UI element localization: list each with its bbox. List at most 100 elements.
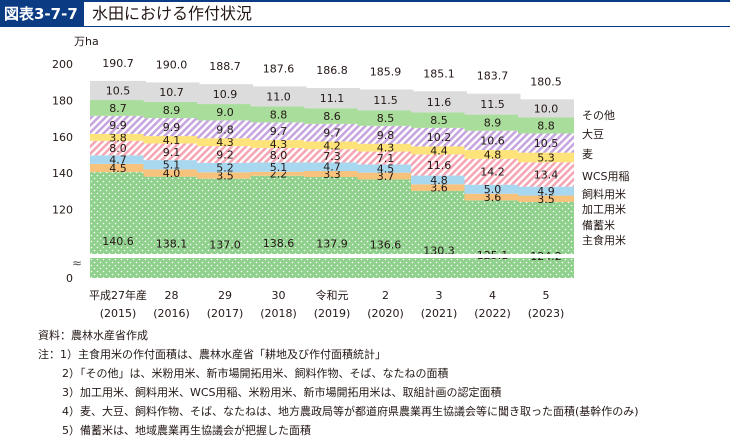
header-rule bbox=[0, 0, 730, 2]
bar-segment bbox=[250, 122, 307, 141]
axis-break-gap bbox=[464, 254, 521, 258]
bar-value-label: 9.7 bbox=[270, 125, 288, 138]
bar-value-label: 10.6 bbox=[480, 134, 505, 147]
bar-total-label: 185.1 bbox=[423, 67, 455, 80]
bar-segment bbox=[518, 201, 574, 278]
bar-value-label: 11.1 bbox=[320, 92, 345, 105]
legend-item: 飼料用米 bbox=[582, 187, 626, 201]
bar-value-label: 5.1 bbox=[163, 159, 181, 172]
bar-value-label: 4.3 bbox=[377, 142, 395, 155]
axis-break-mark: ≈ bbox=[72, 256, 82, 270]
bar-value-label: 3.5 bbox=[216, 169, 234, 182]
axis-break-gap bbox=[250, 254, 307, 258]
x-tick-label: 3 bbox=[436, 289, 443, 302]
x-tick-label: 平成27年産 bbox=[89, 288, 147, 302]
bar-value-label: 9.0 bbox=[216, 106, 234, 119]
bar-total-label: 188.7 bbox=[209, 60, 241, 73]
bar-value-label: 9.9 bbox=[109, 119, 127, 132]
bar-value-label: 9.9 bbox=[163, 121, 181, 134]
bar-segment bbox=[143, 143, 200, 161]
bar-segment bbox=[464, 200, 521, 278]
y-tick-label: 140 bbox=[52, 167, 73, 180]
bar-value-label: 138.1 bbox=[156, 237, 188, 250]
bar-value-label: 11.5 bbox=[480, 98, 505, 111]
y-tick-label: 160 bbox=[52, 131, 73, 144]
legend-label: 麦 bbox=[582, 148, 593, 161]
bar-value-label: 4.3 bbox=[270, 138, 288, 151]
bar-value-label: 10.0 bbox=[534, 102, 559, 115]
bar-total-label: 186.8 bbox=[316, 64, 348, 77]
bar-segment bbox=[90, 172, 146, 278]
bar-value-label: 8.0 bbox=[270, 149, 288, 162]
x-tick-label: 30 bbox=[272, 289, 286, 302]
bar-segment bbox=[357, 143, 414, 152]
bar-value-label: 11.0 bbox=[266, 90, 291, 103]
bar-value-label: 10.2 bbox=[427, 131, 452, 144]
legend-item: その他 bbox=[582, 109, 615, 122]
bar-value-label: 137.9 bbox=[316, 238, 348, 251]
bar-segment bbox=[518, 117, 574, 134]
bar-segment bbox=[304, 171, 360, 178]
bar-segment bbox=[250, 140, 307, 148]
figure-title: 水田における作付状況 bbox=[92, 4, 253, 23]
bar-segment bbox=[90, 140, 146, 156]
bar-segment bbox=[304, 177, 360, 278]
bar-value-label: 4.1 bbox=[163, 134, 181, 147]
bar-value-label: 8.7 bbox=[109, 102, 127, 115]
bar-segment bbox=[197, 104, 253, 121]
bar-segment bbox=[464, 130, 521, 151]
x-tick-label: 29 bbox=[218, 289, 232, 302]
bar-segment bbox=[250, 171, 307, 176]
bar-value-label: 4.3 bbox=[216, 136, 234, 149]
bar-value-label: 8.8 bbox=[270, 108, 288, 121]
bar-value-label: 4.7 bbox=[323, 161, 341, 174]
figure-number: 図表3-7-7 bbox=[0, 2, 84, 26]
bar-segment bbox=[304, 141, 360, 150]
axis-break-gap bbox=[143, 254, 200, 258]
bar-value-label: 5.2 bbox=[216, 162, 234, 175]
bar-segment bbox=[357, 151, 414, 165]
bar-value-label: 8.9 bbox=[163, 104, 181, 117]
bar-segment bbox=[143, 160, 200, 170]
bar-value-label: 8.6 bbox=[323, 110, 341, 123]
bar-group: 140.6 4.54.78.03.89.9 8.7 10.5 190.7 bbox=[90, 57, 146, 278]
legend-item: 大豆 bbox=[582, 127, 604, 141]
y-tick-label: 120 bbox=[52, 204, 73, 217]
x-tick-label: 令和元 bbox=[316, 288, 349, 302]
bar-group: 136.6 3.74.57.14.39.8 8.5 11.5 185.9 bbox=[357, 65, 414, 278]
y-tick-label: 0 bbox=[66, 272, 73, 285]
bar-segment bbox=[304, 123, 360, 142]
bar-segment bbox=[518, 152, 574, 163]
bar-segment bbox=[90, 115, 146, 134]
bar-value-label: 8.0 bbox=[109, 142, 127, 155]
bar-value-label: 4.5 bbox=[377, 163, 395, 176]
bar-segment bbox=[143, 101, 200, 119]
bar-value-label: 9.1 bbox=[163, 146, 181, 159]
bar-value-label: 3.6 bbox=[484, 191, 502, 204]
bar-value-label: 4.0 bbox=[163, 167, 181, 180]
bar-value-label: 9.8 bbox=[377, 129, 395, 142]
bar-segment bbox=[464, 158, 521, 185]
bar-value-label: 4.5 bbox=[109, 162, 127, 175]
legend-label: 飼料用米 bbox=[582, 187, 626, 201]
bar-segment bbox=[357, 179, 414, 278]
bar-value-label: 9.7 bbox=[323, 127, 341, 140]
bar-segment bbox=[357, 125, 414, 144]
bar-value-label: 9.2 bbox=[216, 148, 234, 161]
bar-segment bbox=[250, 147, 307, 163]
bar-group: 137.9 3.34.77.34.29.7 8.6 11.1 186.8 bbox=[304, 64, 360, 278]
bar-segment bbox=[411, 91, 467, 113]
bar-segment bbox=[143, 118, 200, 137]
bar-segment bbox=[411, 184, 467, 191]
legend-label: その他 bbox=[582, 109, 615, 122]
y-axis-unit: 万ha bbox=[74, 35, 99, 48]
bar-segment bbox=[90, 155, 146, 164]
bar-segment bbox=[197, 138, 253, 147]
bar-segment bbox=[90, 133, 146, 141]
y-axis: 0 120 140 160 180 200 ≈ bbox=[52, 58, 82, 285]
bar-segment bbox=[411, 146, 467, 155]
bar-segment bbox=[250, 86, 307, 107]
bar-segment bbox=[464, 193, 521, 201]
